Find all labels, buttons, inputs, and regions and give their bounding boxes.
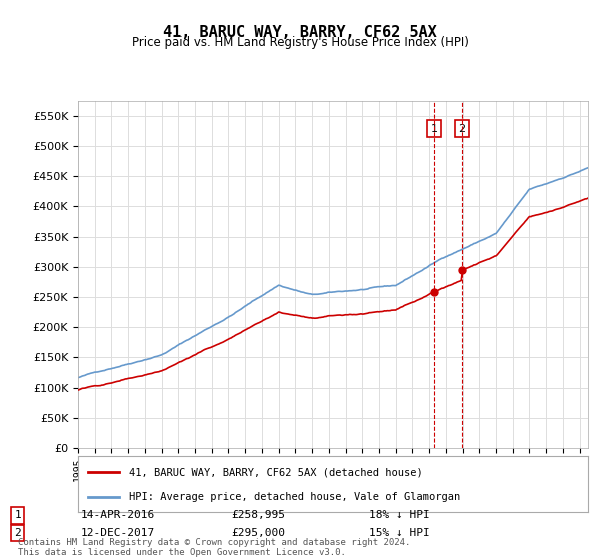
Text: 15% ↓ HPI: 15% ↓ HPI xyxy=(369,528,430,538)
Text: Contains HM Land Registry data © Crown copyright and database right 2024.
This d: Contains HM Land Registry data © Crown c… xyxy=(18,538,410,557)
Text: Price paid vs. HM Land Registry's House Price Index (HPI): Price paid vs. HM Land Registry's House … xyxy=(131,36,469,49)
Text: £258,995: £258,995 xyxy=(231,510,285,520)
Text: 1: 1 xyxy=(430,124,437,134)
Text: 41, BARUC WAY, BARRY, CF62 5AX (detached house): 41, BARUC WAY, BARRY, CF62 5AX (detached… xyxy=(129,467,423,477)
Text: 1: 1 xyxy=(14,510,21,520)
Text: 2: 2 xyxy=(14,528,21,538)
Text: 12-DEC-2017: 12-DEC-2017 xyxy=(81,528,155,538)
Text: HPI: Average price, detached house, Vale of Glamorgan: HPI: Average price, detached house, Vale… xyxy=(129,492,460,502)
Text: 41, BARUC WAY, BARRY, CF62 5AX: 41, BARUC WAY, BARRY, CF62 5AX xyxy=(163,25,437,40)
Text: 2: 2 xyxy=(458,124,466,134)
Text: 18% ↓ HPI: 18% ↓ HPI xyxy=(369,510,430,520)
Text: £295,000: £295,000 xyxy=(231,528,285,538)
Text: 14-APR-2016: 14-APR-2016 xyxy=(81,510,155,520)
